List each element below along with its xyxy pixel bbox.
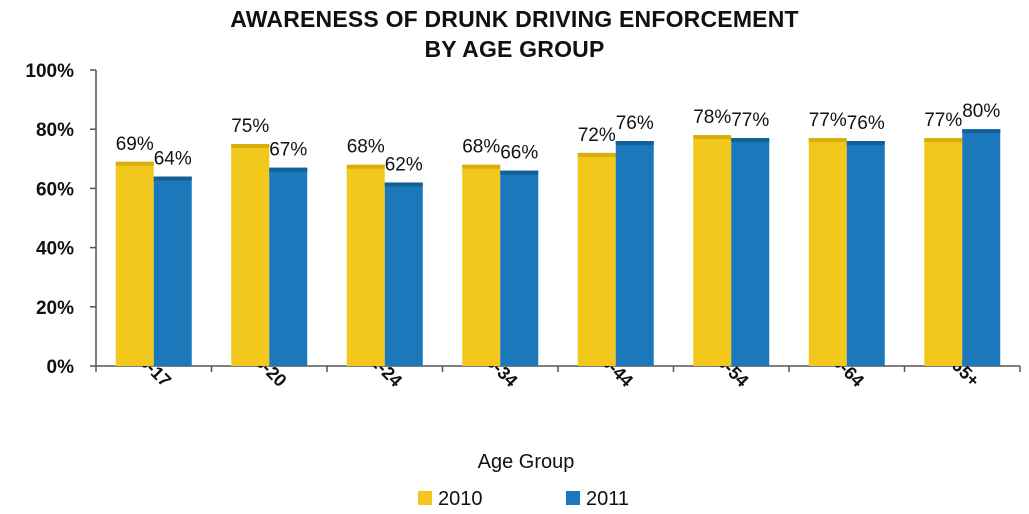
- data-label-2011: 66%: [500, 143, 538, 164]
- legend-label-2011: 2011: [586, 488, 629, 510]
- legend-label-2010: 2010: [438, 488, 483, 510]
- legend-swatch-2010: [418, 491, 432, 505]
- y-tick-label: 60%: [36, 179, 74, 200]
- bar-2011-55-64: [846, 141, 885, 366]
- bar-cap-2010-16-17: [115, 161, 154, 166]
- bar-2010-18-20: [231, 144, 270, 366]
- data-label-2011: 76%: [616, 113, 654, 134]
- bar-cap-2010-45-54: [693, 135, 732, 140]
- data-label-2011: 77%: [731, 110, 769, 131]
- bar-cap-2010-25-34: [462, 164, 501, 169]
- y-tick-label: 0%: [47, 357, 75, 378]
- data-label-2011: 62%: [385, 154, 423, 175]
- bar-cap-2010-18-20: [231, 144, 270, 148]
- bar-2011-35-44: [615, 141, 654, 366]
- bar-2010-25-34: [462, 164, 501, 366]
- data-label-2011: 80%: [962, 101, 1000, 122]
- bar-cap-2011-45-54: [731, 138, 770, 143]
- data-label-2010: 77%: [809, 110, 847, 131]
- bar-cap-2011-16-17: [153, 176, 192, 181]
- y-axis: 0% 20% 40% 60% 80% 100%: [25, 61, 97, 378]
- legend-swatch-2011: [566, 491, 580, 505]
- y-tick-label: 20%: [36, 298, 74, 319]
- bar-2010-55-64: [808, 138, 847, 366]
- bar-cap-2010-55-64: [808, 138, 847, 143]
- bar-2011-18-20: [269, 167, 308, 366]
- data-label-2011: 76%: [847, 113, 885, 134]
- data-label-2010: 77%: [924, 110, 962, 131]
- bar-2011-25-34: [500, 170, 539, 366]
- bar-cap-2011-65+: [962, 129, 1001, 134]
- data-label-2010: 68%: [462, 137, 500, 158]
- data-label-2010: 78%: [693, 107, 731, 128]
- bar-2010-45-54: [693, 135, 732, 366]
- bar-2011-21-24: [384, 182, 423, 366]
- chart-title-line1: AWARENESS OF DRUNK DRIVING ENFORCEMENT: [230, 6, 799, 32]
- bar-cap-2011-55-64: [846, 141, 885, 146]
- bar-cap-2010-35-44: [577, 152, 616, 157]
- data-label-2011: 67%: [269, 140, 307, 161]
- chart-title-line2: BY AGE GROUP: [424, 36, 605, 62]
- bar-2010-21-24: [346, 164, 385, 366]
- data-labels: 69%75%68% 68%72%78% 77% 77%64% 67%62%66%76% 7…: [116, 101, 1001, 175]
- bar-2010-35-44: [577, 152, 616, 366]
- bar-cap-2011-25-34: [500, 170, 539, 175]
- bar-2010-65+: [924, 138, 963, 366]
- y-tick-label: 40%: [36, 239, 74, 260]
- bar-2011-65+: [962, 129, 1001, 366]
- data-label-2010: 75%: [231, 116, 269, 137]
- data-label-2011: 64%: [154, 149, 192, 170]
- bar-2011-45-54: [731, 138, 770, 366]
- bar-cap-2011-18-20: [269, 167, 308, 172]
- y-tick-label: 80%: [36, 120, 74, 141]
- data-label-2010: 72%: [578, 125, 616, 146]
- data-label-2010: 68%: [347, 137, 385, 158]
- bar-cap-2011-35-44: [615, 141, 654, 146]
- bar-2010-16-17: [115, 161, 154, 366]
- bar-series: [115, 129, 1001, 366]
- y-tick-label: 100%: [25, 61, 74, 82]
- x-axis-title: Age Group: [478, 451, 575, 473]
- legend: 2010 2011: [418, 488, 629, 510]
- bar-cap-2010-21-24: [346, 164, 385, 169]
- bar-2011-16-17: [153, 176, 192, 366]
- data-label-2010: 69%: [116, 134, 154, 155]
- bar-cap-2011-21-24: [384, 182, 423, 187]
- bar-cap-2010-65+: [924, 138, 963, 143]
